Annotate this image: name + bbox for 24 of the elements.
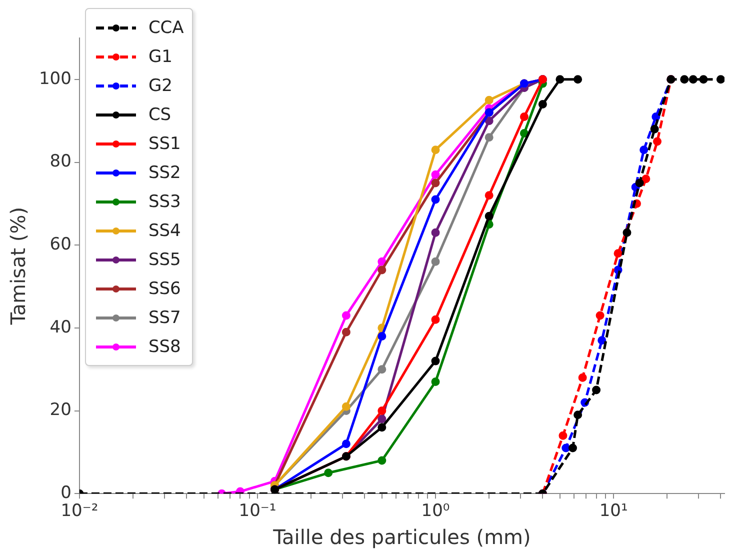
legend-label: SS1	[148, 134, 181, 154]
x-axis-title: Taille des particules (mm)	[272, 525, 531, 550]
x-tick-label: 10⁻¹	[238, 501, 276, 522]
y-tick-label: 80	[50, 152, 72, 172]
y-tick-label: 40	[50, 317, 72, 338]
x-tick-label: 10⁰	[421, 501, 450, 522]
legend-label: SS8	[148, 336, 181, 356]
legend-label: CCA	[148, 18, 184, 38]
x-tick-label: 10¹	[599, 501, 628, 522]
y-axis-title: Tamisat (%)	[6, 206, 30, 326]
y-tick-label: 0	[60, 483, 72, 504]
y-tick-label: 60	[50, 234, 72, 255]
legend-label: SS7	[148, 308, 181, 328]
legend-label: CS	[148, 104, 172, 124]
legend-label: G2	[148, 76, 172, 96]
x-tick-label: 10⁻²	[60, 501, 98, 522]
legend-label: SS5	[148, 250, 181, 270]
legend-label: SS3	[148, 192, 181, 212]
y-tick-label: 20	[50, 400, 72, 420]
legend-label: G1	[148, 46, 172, 66]
legend-label: SS6	[148, 278, 181, 298]
legend-label: SS4	[148, 220, 181, 240]
y-tick-label: 100	[38, 68, 72, 89]
legend-label: SS2	[148, 162, 181, 182]
